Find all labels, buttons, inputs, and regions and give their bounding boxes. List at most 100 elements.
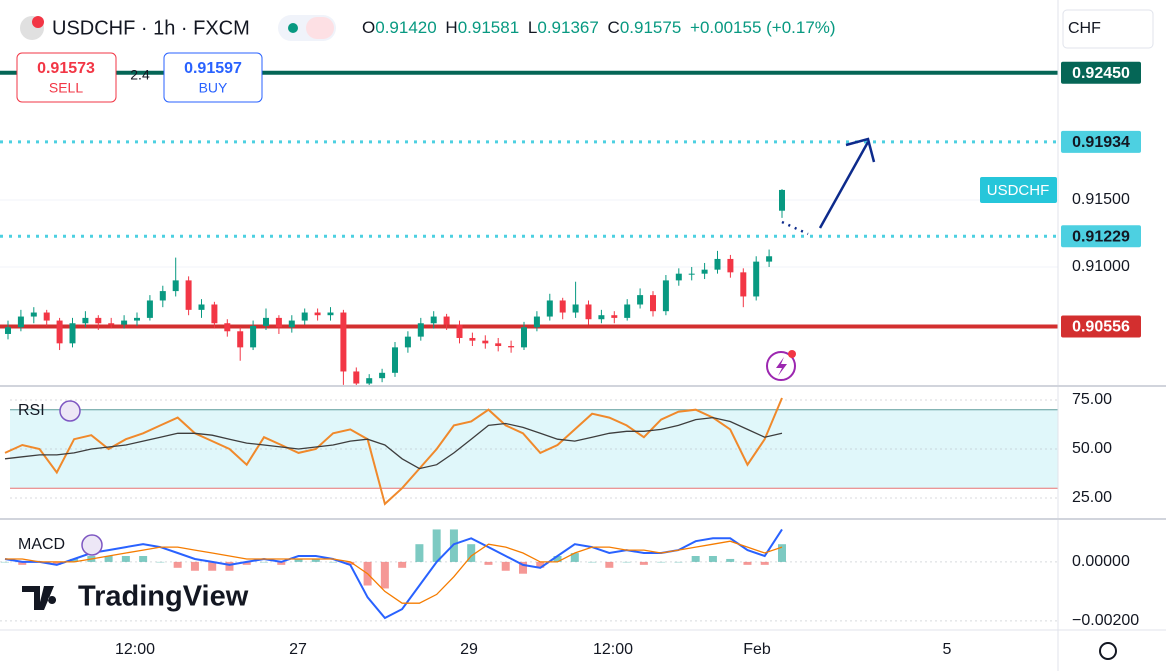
macd-tick-label: −0.00200 <box>1072 612 1139 629</box>
indicator-line <box>5 540 783 604</box>
histogram-bar <box>311 558 320 562</box>
candle-body <box>288 320 295 328</box>
candle-body <box>43 312 50 321</box>
rsi-tick-label: 50.00 <box>1072 440 1112 457</box>
sell-button[interactable] <box>16 52 117 103</box>
histogram-bar <box>449 529 458 562</box>
histogram-bar <box>225 561 234 571</box>
candle-body <box>443 316 450 325</box>
histogram-bar <box>708 556 717 562</box>
level-label-bg <box>1061 315 1141 338</box>
histogram-bar <box>415 544 424 562</box>
histogram-bar <box>380 561 389 589</box>
market-open-dot <box>288 23 298 33</box>
candle-body <box>250 325 257 348</box>
candle-body <box>753 261 760 297</box>
histogram-bar <box>570 553 579 562</box>
candle-body <box>404 336 411 348</box>
candle-body <box>121 320 128 325</box>
candle-body <box>521 327 527 348</box>
histogram-bar <box>329 561 338 563</box>
macd-tick-label: 0.00000 <box>1072 553 1130 570</box>
histogram-bar <box>639 561 648 565</box>
histogram-bar <box>52 561 61 565</box>
candle-body <box>637 295 644 305</box>
candle-body <box>146 300 153 318</box>
candle-body <box>495 343 502 347</box>
histogram-bar <box>18 561 27 565</box>
histogram-bar <box>294 558 303 562</box>
candle-body <box>224 323 231 332</box>
time-label: 12:00 <box>593 641 633 658</box>
projection-arrow <box>818 137 876 229</box>
candle-body <box>30 312 37 317</box>
ohlc-value: 0.91575 <box>620 18 681 37</box>
candle-body <box>675 273 682 281</box>
candle-body <box>392 347 398 373</box>
level-label-bg <box>1061 61 1141 84</box>
rsi-tick-label: 75.00 <box>1072 391 1112 408</box>
histogram-bar <box>778 544 786 562</box>
histogram-bar <box>121 556 130 562</box>
candle-body <box>327 312 334 316</box>
pane-icon <box>81 534 103 556</box>
change: +0.00155 (+0.17%) <box>690 18 836 37</box>
histogram-bar <box>622 561 631 563</box>
histogram-bar <box>173 561 182 568</box>
histogram-bar <box>260 561 268 563</box>
candle-body <box>159 291 166 301</box>
events-dot <box>788 350 796 358</box>
symbol-flag-chf <box>32 16 44 28</box>
symbol-title: USDCHF · 1h · FXCM <box>52 17 250 39</box>
histogram-bar <box>432 529 441 562</box>
candle-body <box>17 316 24 328</box>
time-label: 29 <box>460 641 478 658</box>
candle-body <box>69 323 76 344</box>
histogram-bar <box>156 561 165 563</box>
histogram-bar <box>1 561 9 563</box>
candle-body <box>701 269 708 274</box>
currency: CHF <box>1068 20 1101 37</box>
candle-body <box>237 331 244 348</box>
settings-icon[interactable] <box>1099 642 1117 660</box>
rsi-pane <box>4 397 1058 506</box>
candle-body <box>275 317 282 328</box>
histogram-bar <box>277 561 286 565</box>
candle-body <box>185 280 192 310</box>
buy-button[interactable] <box>163 52 263 103</box>
buy-label: BUY <box>199 80 228 96</box>
ohlc-label: C <box>608 18 620 37</box>
histogram-bar <box>208 561 217 571</box>
candle-body <box>456 324 463 338</box>
histogram-bar <box>484 561 493 565</box>
candle-body <box>340 312 347 372</box>
candle-body <box>263 317 269 326</box>
candle-body <box>662 280 669 312</box>
candle-body <box>533 316 540 328</box>
candle-body <box>56 320 63 344</box>
projection-dots <box>781 220 809 236</box>
histogram-bar <box>760 561 769 565</box>
ohlc: O0.91420 H0.91581 L0.91367 C0.91575 +0.0… <box>362 18 836 37</box>
ohlc-label: L <box>528 18 537 37</box>
histogram-bar <box>605 561 614 568</box>
candle-body <box>430 316 437 324</box>
level-label: 0.92450 <box>1072 65 1130 82</box>
events-icon[interactable] <box>766 351 796 381</box>
symbol-badge-bg <box>980 176 1057 203</box>
candle-body <box>379 372 386 379</box>
events-bolt <box>776 357 787 376</box>
histogram-bar <box>501 561 510 571</box>
ohlc-value: 0.91420 <box>375 18 436 37</box>
level-label: 0.91934 <box>1072 134 1130 151</box>
level-label-bg <box>1061 130 1141 153</box>
ohlc-value: 0.91581 <box>458 18 519 37</box>
candle-body <box>172 280 179 292</box>
candle-body <box>508 346 515 348</box>
candle-body <box>134 317 140 321</box>
currency-button[interactable] <box>1062 9 1154 49</box>
price-tick-label: 0.91500 <box>1072 191 1130 208</box>
candle-body <box>779 189 785 211</box>
pane-title: MACD <box>18 536 65 553</box>
candle-body <box>108 323 115 325</box>
